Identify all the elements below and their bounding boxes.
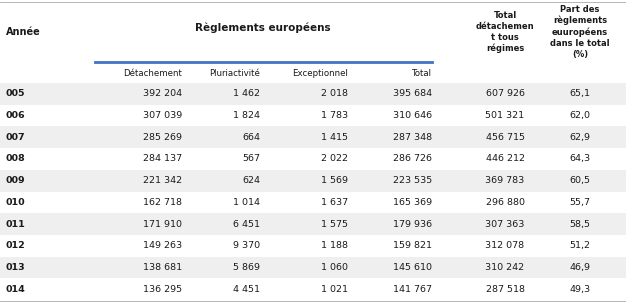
Bar xyxy=(0,235,626,257)
Text: 136 295: 136 295 xyxy=(143,285,182,294)
Text: 49,3: 49,3 xyxy=(570,285,590,294)
Text: 138 681: 138 681 xyxy=(143,263,182,272)
Text: 60,5: 60,5 xyxy=(570,176,590,185)
Text: 1 637: 1 637 xyxy=(321,198,348,207)
Text: 4 451: 4 451 xyxy=(233,285,260,294)
Text: 310 646: 310 646 xyxy=(393,111,432,120)
Text: 51,2: 51,2 xyxy=(570,241,590,250)
Bar xyxy=(0,127,626,148)
Bar xyxy=(0,257,626,278)
Text: 62,9: 62,9 xyxy=(570,133,590,142)
Text: 624: 624 xyxy=(242,176,260,185)
Bar xyxy=(0,278,626,300)
Text: 162 718: 162 718 xyxy=(143,198,182,207)
Text: 307 363: 307 363 xyxy=(485,220,525,229)
Bar xyxy=(0,213,626,235)
Text: 014: 014 xyxy=(6,285,26,294)
Text: Détachement: Détachement xyxy=(123,69,182,78)
Text: 179 936: 179 936 xyxy=(393,220,432,229)
Text: 1 014: 1 014 xyxy=(233,198,260,207)
Text: 567: 567 xyxy=(242,154,260,163)
Text: 013: 013 xyxy=(6,263,26,272)
Text: 223 535: 223 535 xyxy=(393,176,432,185)
Text: 287 348: 287 348 xyxy=(393,133,432,142)
Bar xyxy=(0,83,626,105)
Text: 307 039: 307 039 xyxy=(143,111,182,120)
Text: 1 188: 1 188 xyxy=(321,241,348,250)
Text: Part des
règlements
euuropéens
dans le total
(%): Part des règlements euuropéens dans le t… xyxy=(550,5,610,59)
Text: 286 726: 286 726 xyxy=(393,154,432,163)
Text: 287 518: 287 518 xyxy=(486,285,525,294)
Text: 5 869: 5 869 xyxy=(233,263,260,272)
Bar xyxy=(0,0,626,83)
Bar xyxy=(0,148,626,170)
Text: 165 369: 165 369 xyxy=(393,198,432,207)
Text: 1 415: 1 415 xyxy=(321,133,348,142)
Text: 395 684: 395 684 xyxy=(393,89,432,98)
Text: 1 060: 1 060 xyxy=(321,263,348,272)
Text: 392 204: 392 204 xyxy=(143,89,182,98)
Text: 6 451: 6 451 xyxy=(233,220,260,229)
Text: 64,3: 64,3 xyxy=(570,154,590,163)
Text: 159 821: 159 821 xyxy=(393,241,432,250)
Text: Règlements européens: Règlements européens xyxy=(195,23,331,33)
Bar xyxy=(0,191,626,213)
Text: 2 018: 2 018 xyxy=(321,89,348,98)
Text: 62,0: 62,0 xyxy=(570,111,590,120)
Text: 284 137: 284 137 xyxy=(143,154,182,163)
Text: 011: 011 xyxy=(6,220,26,229)
Text: 010: 010 xyxy=(6,198,26,207)
Text: 145 610: 145 610 xyxy=(393,263,432,272)
Text: 1 569: 1 569 xyxy=(321,176,348,185)
Text: 1 824: 1 824 xyxy=(233,111,260,120)
Text: Exceptionnel: Exceptionnel xyxy=(292,69,348,78)
Text: Pluriactivité: Pluriactivité xyxy=(209,69,260,78)
Text: 58,5: 58,5 xyxy=(570,220,590,229)
Bar xyxy=(0,170,626,191)
Text: 285 269: 285 269 xyxy=(143,133,182,142)
Text: 149 263: 149 263 xyxy=(143,241,182,250)
Text: 46,9: 46,9 xyxy=(570,263,590,272)
Text: 141 767: 141 767 xyxy=(393,285,432,294)
Text: 55,7: 55,7 xyxy=(570,198,590,207)
Text: 456 715: 456 715 xyxy=(486,133,525,142)
Text: 65,1: 65,1 xyxy=(570,89,590,98)
Text: 664: 664 xyxy=(242,133,260,142)
Text: Année: Année xyxy=(6,27,41,37)
Text: 1 575: 1 575 xyxy=(321,220,348,229)
Text: 007: 007 xyxy=(6,133,26,142)
Text: 369 783: 369 783 xyxy=(485,176,525,185)
Text: 2 022: 2 022 xyxy=(321,154,348,163)
Bar xyxy=(0,105,626,127)
Text: 1 021: 1 021 xyxy=(321,285,348,294)
Text: 501 321: 501 321 xyxy=(485,111,525,120)
Text: Total
détachemen
t tous
régimes: Total détachemen t tous régimes xyxy=(476,11,535,53)
Text: 012: 012 xyxy=(6,241,26,250)
Text: Total: Total xyxy=(412,69,432,78)
Text: 008: 008 xyxy=(6,154,26,163)
Text: 9 370: 9 370 xyxy=(233,241,260,250)
Text: 171 910: 171 910 xyxy=(143,220,182,229)
Text: 446 212: 446 212 xyxy=(486,154,525,163)
Text: 009: 009 xyxy=(6,176,26,185)
Text: 005: 005 xyxy=(6,89,26,98)
Text: 296 880: 296 880 xyxy=(486,198,525,207)
Text: 1 462: 1 462 xyxy=(233,89,260,98)
Text: 312 078: 312 078 xyxy=(485,241,525,250)
Text: 006: 006 xyxy=(6,111,26,120)
Text: 221 342: 221 342 xyxy=(143,176,182,185)
Text: 607 926: 607 926 xyxy=(486,89,525,98)
Text: 310 242: 310 242 xyxy=(485,263,525,272)
Text: 1 783: 1 783 xyxy=(321,111,348,120)
